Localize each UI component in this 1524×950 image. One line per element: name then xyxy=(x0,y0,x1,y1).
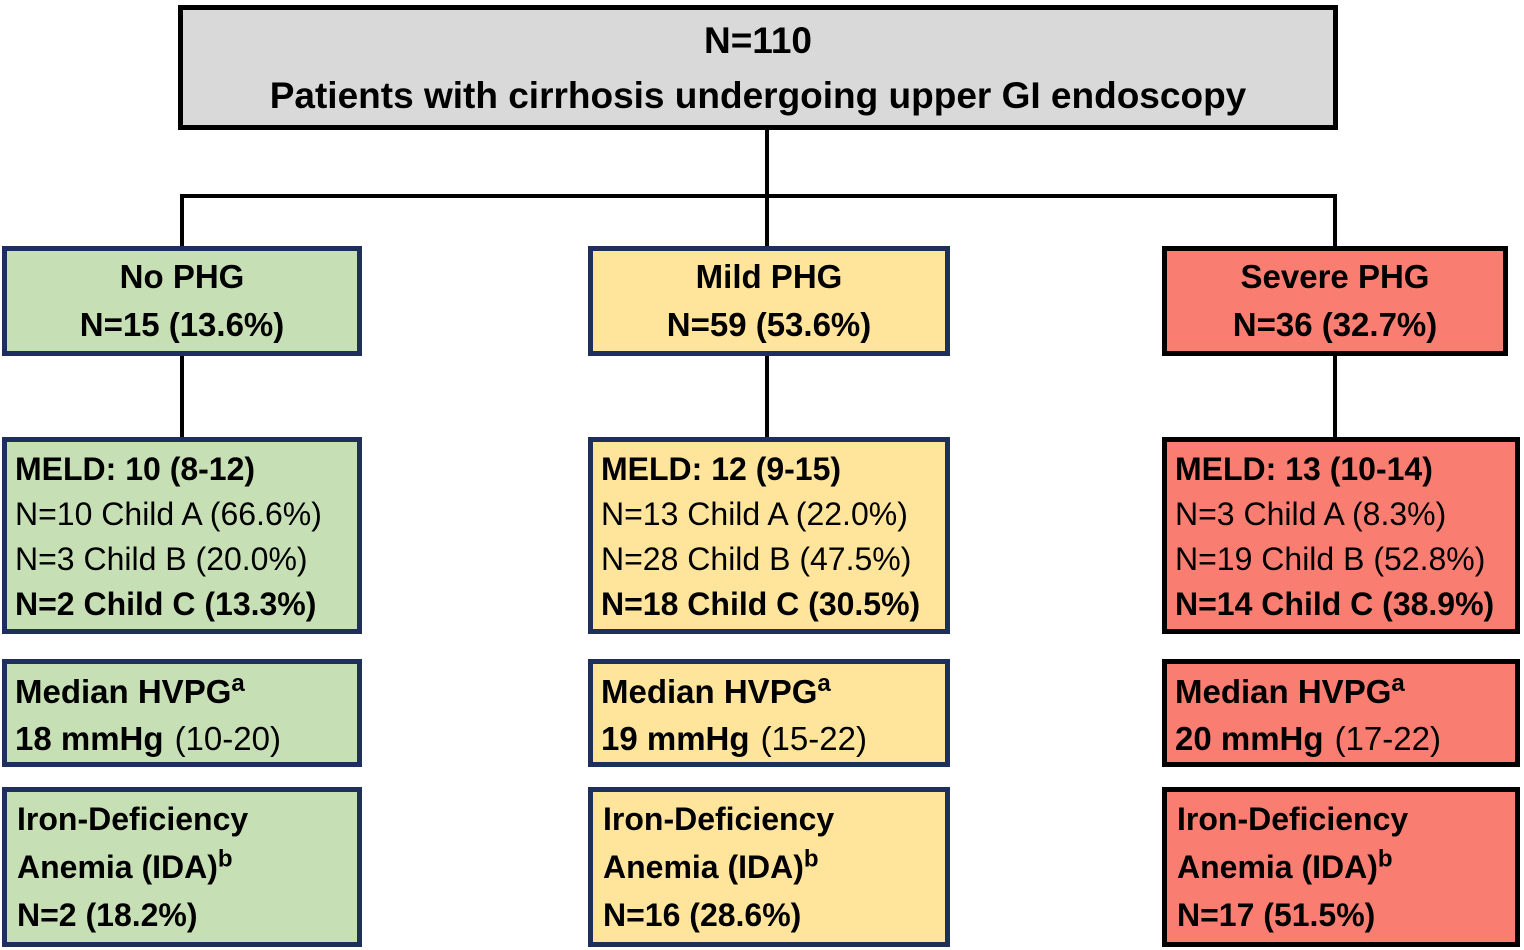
footnote-a-marker: a xyxy=(231,670,245,697)
footnote-a-marker: a xyxy=(1391,670,1405,697)
ida-label-line1: Iron-Deficiency xyxy=(17,801,249,837)
child-c-row: N=14 Child C (38.9%) xyxy=(1175,586,1495,622)
group-count: N=15 (13.6%) xyxy=(79,306,285,343)
group-count: N=36 (32.7%) xyxy=(1232,306,1438,343)
ida-count: N=2 (18.2%) xyxy=(17,897,198,933)
hvpg-box-mild-phg: Median HVPGa 19 mmHg (15-22) xyxy=(588,659,950,767)
header-box-severe-phg: Severe PHG N=36 (32.7%) xyxy=(1162,246,1508,356)
hvpg-range: (10-20) xyxy=(174,720,281,757)
meld-score: MELD: 12 (9-15) xyxy=(601,451,842,487)
ida-box-severe-phg: Iron-Deficiency Anemia (IDA)b N=17 (51.5… xyxy=(1162,787,1520,947)
root-description: Patients with cirrhosis undergoing upper… xyxy=(269,74,1247,116)
footnote-a-marker: a xyxy=(817,670,831,697)
group-label: Mild PHG xyxy=(695,258,843,295)
connector-link-severe-phg-meld xyxy=(1333,354,1337,439)
hvpg-value: 20 mmHg xyxy=(1175,720,1324,757)
meld-score: MELD: 10 (8-12) xyxy=(15,451,256,487)
footnote-b-marker: b xyxy=(217,845,233,873)
hvpg-value: 19 mmHg xyxy=(601,720,750,757)
connector-drop-severe-phg xyxy=(1333,194,1337,248)
group-count: N=59 (53.6%) xyxy=(666,306,872,343)
hvpg-label: Median HVPGa xyxy=(15,670,245,711)
meld-score: MELD: 13 (10-14) xyxy=(1175,451,1433,487)
child-a-row: N=10 Child A (66.6%) xyxy=(15,496,322,532)
connector-branch-bar xyxy=(180,194,1337,198)
connector-link-no-phg-meld xyxy=(180,354,184,439)
meld-box-mild-phg: MELD: 12 (9-15) N=13 Child A (22.0%) N=2… xyxy=(588,437,950,634)
hvpg-label: Median HVPGa xyxy=(1175,670,1405,711)
meld-box-no-phg: MELD: 10 (8-12) N=10 Child A (66.6%) N=3… xyxy=(2,437,362,634)
footnote-b-marker: b xyxy=(1377,845,1393,873)
connector-drop-no-phg xyxy=(180,194,184,248)
root-box: N=110 Patients with cirrhosis undergoing… xyxy=(178,5,1338,130)
root-n-total: N=110 xyxy=(703,19,813,61)
child-a-row: N=13 Child A (22.0%) xyxy=(601,496,908,532)
footnote-b-marker: b xyxy=(803,845,819,873)
hvpg-value-row: 18 mmHg (10-20) xyxy=(15,715,349,762)
meld-box-severe-phg: MELD: 13 (10-14) N=3 Child A (8.3%) N=19… xyxy=(1162,437,1520,634)
connector-drop-mild-phg xyxy=(765,194,769,248)
ida-label-line1: Iron-Deficiency xyxy=(603,801,835,837)
child-c-row: N=18 Child C (30.5%) xyxy=(601,586,921,622)
hvpg-range: (17-22) xyxy=(1334,720,1441,757)
group-label: No PHG xyxy=(119,258,245,295)
connector-trunk xyxy=(765,128,769,196)
header-box-no-phg: No PHG N=15 (13.6%) xyxy=(2,246,362,356)
hvpg-range: (15-22) xyxy=(760,720,867,757)
hvpg-label: Median HVPGa xyxy=(601,670,831,711)
group-label: Severe PHG xyxy=(1240,258,1430,295)
header-box-mild-phg: Mild PHG N=59 (53.6%) xyxy=(588,246,950,356)
ida-label-line2: Anemia (IDA)b xyxy=(1177,845,1393,885)
ida-label-line2: Anemia (IDA)b xyxy=(603,845,819,885)
child-b-row: N=19 Child B (52.8%) xyxy=(1175,541,1486,577)
ida-count: N=17 (51.5%) xyxy=(1177,897,1376,933)
hvpg-box-no-phg: Median HVPGa 18 mmHg (10-20) xyxy=(2,659,362,767)
hvpg-value-row: 20 mmHg (17-22) xyxy=(1175,715,1507,762)
hvpg-value-row: 19 mmHg (15-22) xyxy=(601,715,937,762)
connector-link-mild-phg-meld xyxy=(765,354,769,439)
ida-label-line2: Anemia (IDA)b xyxy=(17,845,233,885)
ida-label-line1: Iron-Deficiency xyxy=(1177,801,1409,837)
child-b-row: N=28 Child B (47.5%) xyxy=(601,541,912,577)
child-b-row: N=3 Child B (20.0%) xyxy=(15,541,308,577)
child-a-row: N=3 Child A (8.3%) xyxy=(1175,496,1447,532)
hvpg-box-severe-phg: Median HVPGa 20 mmHg (17-22) xyxy=(1162,659,1520,767)
child-c-row: N=2 Child C (13.3%) xyxy=(15,586,317,622)
ida-count: N=16 (28.6%) xyxy=(603,897,802,933)
hvpg-value: 18 mmHg xyxy=(15,720,164,757)
ida-box-mild-phg: Iron-Deficiency Anemia (IDA)b N=16 (28.6… xyxy=(588,787,950,947)
ida-box-no-phg: Iron-Deficiency Anemia (IDA)b N=2 (18.2%… xyxy=(2,787,362,947)
